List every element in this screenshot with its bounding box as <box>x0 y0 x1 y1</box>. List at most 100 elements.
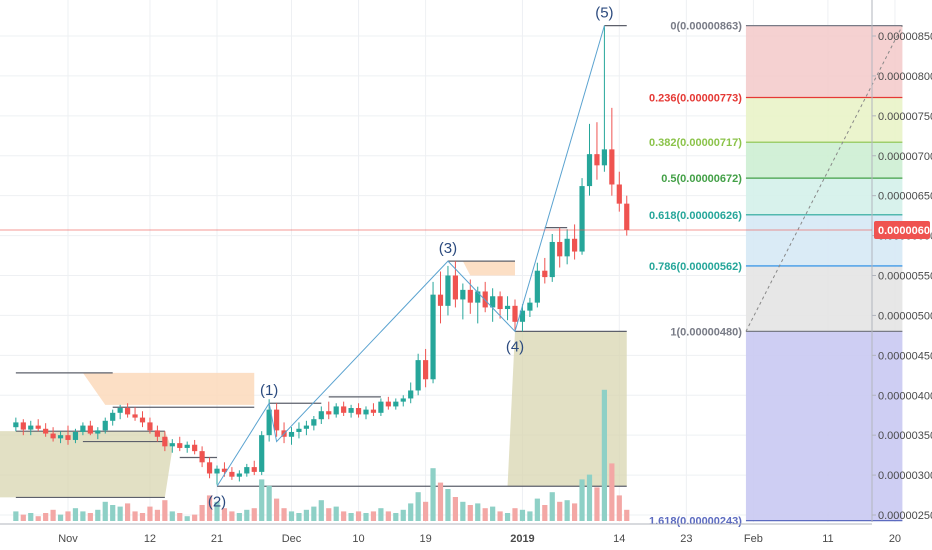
time-tick-label: 21 <box>211 533 223 545</box>
candle-body <box>624 203 630 230</box>
wave-label: (5) <box>595 5 613 22</box>
candle <box>259 431 265 476</box>
wave-label: (3) <box>439 240 457 257</box>
candle <box>72 428 79 444</box>
candle <box>251 460 257 476</box>
candle-body <box>326 411 332 415</box>
candle <box>169 439 175 453</box>
wave-label: (1) <box>260 382 278 399</box>
candle-body <box>415 360 421 391</box>
candle-body <box>534 270 540 303</box>
candle <box>20 419 26 436</box>
volume-bar <box>28 513 34 521</box>
time-tick-label: 14 <box>613 533 625 545</box>
volume-bar <box>251 508 257 521</box>
volume-bar <box>430 468 436 521</box>
candle <box>311 416 317 431</box>
price-tick-label: 0.00000650 <box>878 191 932 203</box>
candlestick-series <box>13 25 630 485</box>
volume-bar <box>117 506 123 521</box>
time-axis[interactable]: Nov 12 21 Dec 10 19 2019 14 23 Feb 11 20 <box>0 523 901 545</box>
candle-body <box>504 305 511 310</box>
candle-body <box>400 398 406 402</box>
fibonacci-retracement[interactable]: 0(0.00000863) 0.236(0.00000773) 0.382(0.00… <box>649 21 903 528</box>
volume-bar <box>132 511 138 521</box>
volume-bar <box>490 506 496 521</box>
candle-body <box>288 431 295 437</box>
volume-bar <box>244 509 250 521</box>
volume-bar <box>311 506 317 521</box>
candle-body <box>303 425 309 429</box>
volume-bar <box>162 500 168 521</box>
volume-bar <box>35 516 41 521</box>
volume-bar <box>139 513 146 521</box>
volume-bar <box>236 513 242 521</box>
volume-bar <box>572 503 578 521</box>
last-price-badge <box>874 220 930 239</box>
candle-body <box>616 184 622 204</box>
candle-body <box>147 422 153 431</box>
candle-body <box>57 435 64 439</box>
candle-body <box>460 289 466 300</box>
volume-bar <box>460 501 466 521</box>
volume-bar <box>586 474 593 521</box>
volume-bar <box>274 498 280 521</box>
candle <box>326 401 332 420</box>
candle-body <box>65 435 71 440</box>
volume-bar <box>370 511 377 521</box>
candle <box>147 417 153 434</box>
fib-zone <box>745 265 903 332</box>
volume-bar <box>445 489 451 521</box>
volume-bar <box>624 509 630 521</box>
volume-bar <box>266 485 272 521</box>
fib-level-label: 0.5(0.00000672) <box>661 173 742 185</box>
candle <box>125 403 131 418</box>
candle <box>609 107 615 196</box>
candle-body <box>221 468 228 472</box>
candle <box>519 304 526 332</box>
volume-bar <box>534 498 540 521</box>
candle <box>266 399 272 442</box>
volume-bar <box>527 511 533 521</box>
volume-bar <box>452 497 458 521</box>
candle <box>601 25 607 172</box>
candle <box>415 353 421 396</box>
volume-bar <box>303 509 309 521</box>
volume-bar <box>95 509 101 521</box>
price-axis[interactable]: 0.00000850 0.00000800 0.00000750 0.00000700… <box>871 0 932 522</box>
candle-body <box>423 360 429 380</box>
fib-level-label: 0(0.00000863) <box>670 21 742 33</box>
candle <box>534 262 540 308</box>
candle <box>117 404 123 420</box>
volume-bar <box>214 501 220 521</box>
candle-body <box>564 238 570 257</box>
candle-body <box>490 296 496 308</box>
candle <box>363 406 369 420</box>
volume-bar <box>355 511 362 521</box>
candle <box>348 404 354 418</box>
volume-bar <box>437 482 444 521</box>
last-price-label: 0.00000607 <box>878 225 932 237</box>
candle <box>393 398 399 410</box>
wave-label: (2) <box>208 493 226 510</box>
time-tick-label: Dec <box>282 533 302 545</box>
candle <box>28 420 34 436</box>
candle <box>132 407 138 421</box>
candle-body <box>601 149 607 166</box>
volume-bar <box>288 511 295 521</box>
candle <box>504 296 511 321</box>
candle-body <box>430 294 436 380</box>
fib-level-label: 0.382(0.00000717) <box>649 137 742 149</box>
candle-body <box>125 408 131 415</box>
volume-bar <box>385 511 391 521</box>
candle <box>355 403 362 418</box>
candle-body <box>50 433 56 439</box>
candle <box>35 419 41 432</box>
price-tick-label: 0.00000250 <box>878 510 932 522</box>
candle-body <box>475 291 481 303</box>
candle <box>385 396 391 410</box>
candle-body <box>102 420 108 431</box>
candle <box>542 257 548 284</box>
candle-body <box>355 408 362 415</box>
